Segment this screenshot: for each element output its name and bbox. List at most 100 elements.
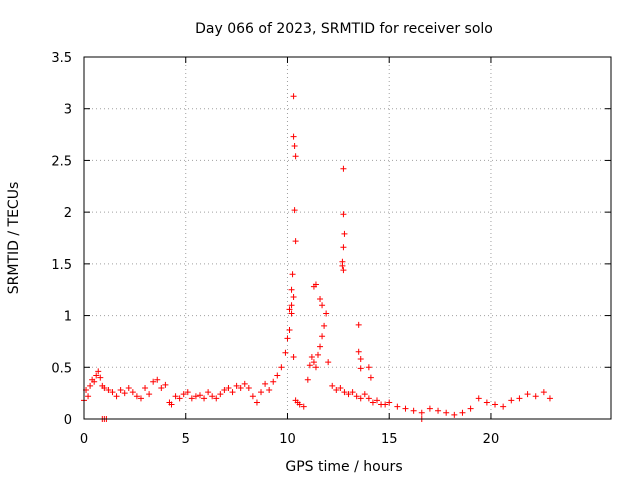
data-point xyxy=(87,382,94,389)
y-tick-label: 0.5 xyxy=(51,361,72,376)
data-point xyxy=(329,382,336,389)
data-point xyxy=(133,393,140,400)
data-point xyxy=(524,391,531,398)
data-point xyxy=(459,409,466,416)
data-point xyxy=(312,364,319,371)
data-point xyxy=(288,310,295,317)
data-point xyxy=(278,364,285,371)
data-point xyxy=(266,387,273,394)
y-tick-label: 0 xyxy=(64,413,72,428)
x-axis-ticks: 0 5 10 15 20 xyxy=(80,57,499,447)
data-point xyxy=(321,322,328,329)
data-point xyxy=(290,353,297,360)
data-point xyxy=(105,387,112,394)
y-axis-ticks: 0 0.5 1 1.5 2 2.5 3 3.5 xyxy=(51,51,611,428)
data-point xyxy=(319,333,326,340)
data-point xyxy=(85,393,92,400)
data-point xyxy=(229,389,236,396)
data-point xyxy=(237,384,244,391)
data-point xyxy=(418,409,425,416)
data-point xyxy=(249,393,256,400)
data-point xyxy=(508,397,515,404)
data-point xyxy=(443,409,450,416)
data-point xyxy=(291,207,298,214)
data-point xyxy=(540,389,547,396)
data-point xyxy=(217,391,224,398)
data-point xyxy=(300,403,307,410)
data-point xyxy=(339,262,346,269)
data-point xyxy=(192,393,199,400)
data-point xyxy=(233,382,240,389)
data-point xyxy=(258,389,265,396)
data-point xyxy=(357,356,364,363)
data-point xyxy=(289,271,296,278)
data-point xyxy=(353,393,360,400)
data-point xyxy=(109,389,116,396)
data-point xyxy=(357,395,364,402)
data-point xyxy=(355,348,362,355)
data-point xyxy=(382,401,389,408)
data-point xyxy=(306,362,313,369)
data-point xyxy=(304,376,311,383)
data-point xyxy=(492,401,499,408)
data-point xyxy=(142,384,149,391)
data-point xyxy=(168,401,175,408)
data-point xyxy=(180,391,187,398)
data-point xyxy=(340,267,347,274)
data-point xyxy=(129,389,136,396)
data-point xyxy=(325,359,332,366)
x-axis-label: GPS time / hours xyxy=(285,459,402,475)
data-point xyxy=(176,395,183,402)
x-tick-label: 10 xyxy=(279,432,296,447)
y-axis-label: SRMTID / TECUs xyxy=(6,182,22,295)
data-point xyxy=(333,387,340,394)
y-tick-label: 2.5 xyxy=(51,154,72,169)
data-point xyxy=(319,302,326,309)
data-point xyxy=(221,387,228,394)
chart-title: Day 066 of 2023, SRMTID for receiver sol… xyxy=(195,21,493,37)
y-tick-label: 1 xyxy=(64,310,72,325)
data-point xyxy=(150,378,157,385)
data-point xyxy=(209,393,216,400)
data-point xyxy=(288,302,295,309)
data-point xyxy=(365,364,372,371)
data-point xyxy=(113,393,120,400)
data-point xyxy=(93,372,100,379)
data-point xyxy=(323,310,330,317)
data-point xyxy=(546,395,553,402)
data-point xyxy=(367,374,374,381)
data-point xyxy=(117,387,124,394)
data-point xyxy=(284,335,291,342)
data-point xyxy=(402,405,409,412)
data-point xyxy=(188,395,195,402)
data-point xyxy=(467,405,474,412)
data-point xyxy=(341,389,348,396)
data-point xyxy=(184,389,191,396)
data-point xyxy=(340,211,347,218)
data-point xyxy=(340,165,347,172)
data-point xyxy=(290,133,297,140)
data-point xyxy=(341,230,348,237)
data-point xyxy=(296,401,303,408)
plot-frame xyxy=(83,56,612,420)
data-point xyxy=(245,384,252,391)
data-point xyxy=(146,391,153,398)
data-point xyxy=(137,395,144,402)
data-point xyxy=(158,384,165,391)
data-point xyxy=(154,376,161,383)
data-point xyxy=(121,390,128,397)
data-point xyxy=(312,281,319,288)
data-point xyxy=(262,380,269,387)
data-point xyxy=(201,395,208,402)
data-point xyxy=(369,399,376,406)
data-point xyxy=(172,393,179,400)
data-point xyxy=(91,378,98,385)
x-tick-label: 0 xyxy=(80,432,88,447)
data-point xyxy=(290,93,297,100)
data-point xyxy=(314,351,321,358)
data-point xyxy=(451,411,458,418)
data-point xyxy=(317,296,324,303)
data-point xyxy=(345,391,352,398)
y-tick-label: 2 xyxy=(64,206,72,221)
